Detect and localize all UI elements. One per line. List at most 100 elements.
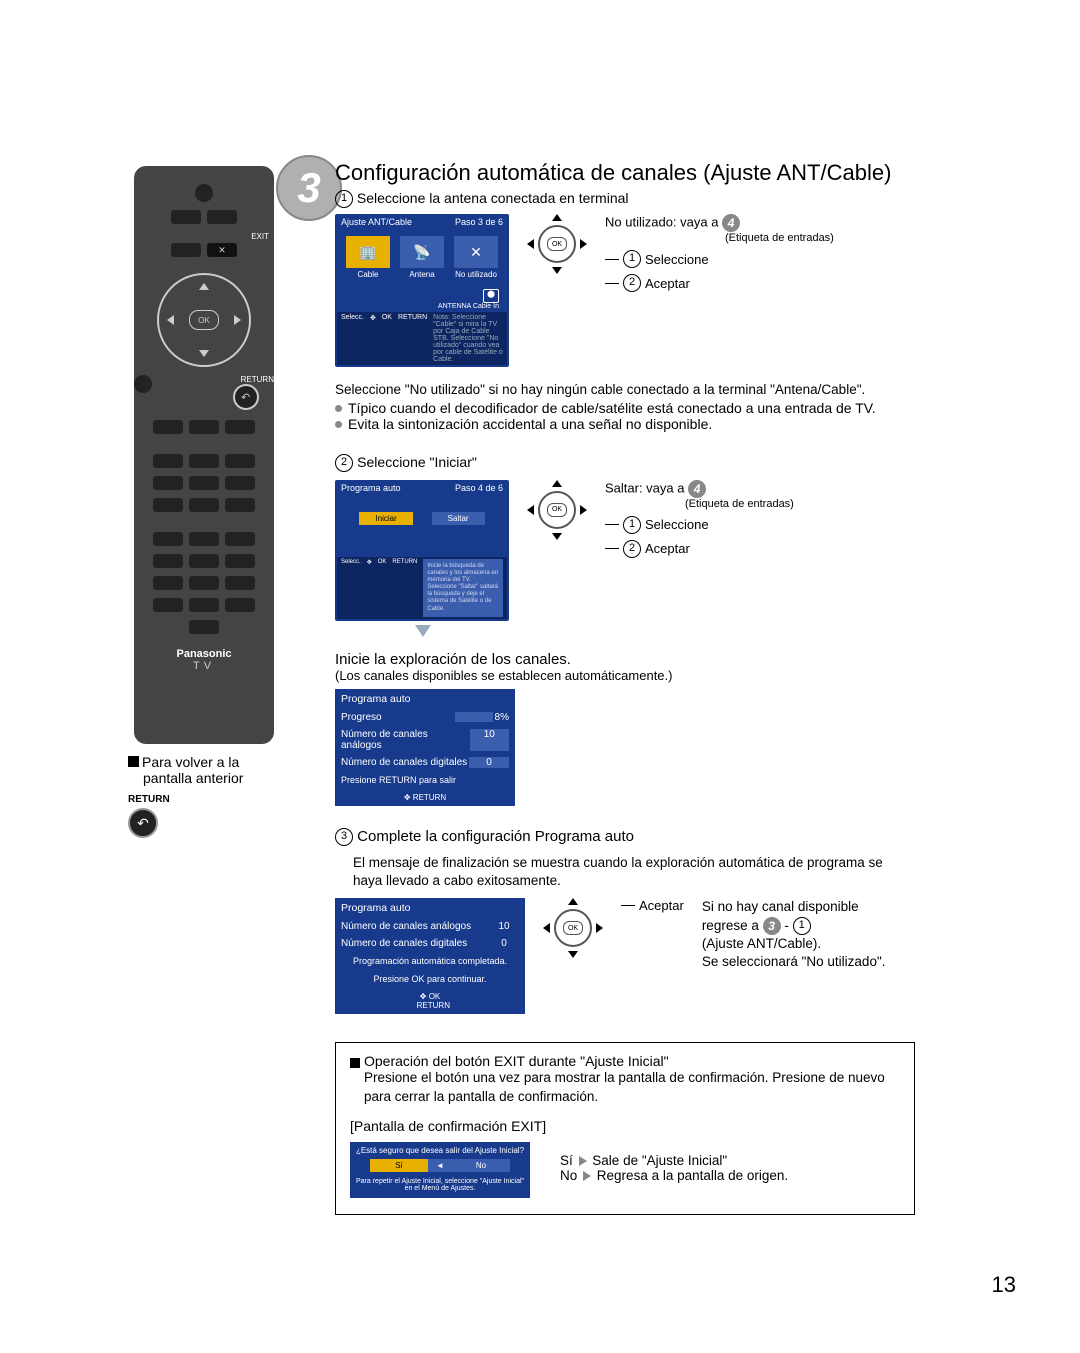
remote-btn [153, 498, 183, 512]
port-label: ANTENNA Cable In [438, 303, 499, 310]
aceptar-label: Aceptar [645, 276, 690, 291]
exit-conf-heading: [Pantalla de confirmación EXIT] [350, 1118, 900, 1134]
sub3-text: Complete la configuración Programa auto [357, 828, 634, 845]
saltar-label: Saltar: vaya a [605, 480, 685, 495]
dpad-up-icon [199, 283, 209, 290]
sub3-para: El mensaje de finalización se muestra cu… [353, 854, 895, 890]
remote-btn [153, 576, 183, 590]
remote-btn [225, 532, 255, 546]
panel1-hdr-r: Paso 3 de 6 [455, 217, 503, 227]
panel2-hdr-l: Programa auto [341, 483, 401, 493]
exit-si-text: Sale de "Ajuste Inicial" [592, 1153, 727, 1168]
remote-btn [153, 532, 183, 546]
exit-no-button[interactable]: No [452, 1159, 510, 1172]
remote-btn [189, 476, 219, 490]
exit-footnote: Para repetir el Ajuste Inicial, seleccio… [350, 1176, 530, 1194]
panel2-note: Inicie la búsqueda de canales y los alma… [423, 559, 503, 617]
remote-btn [225, 554, 255, 568]
exit-label: EXIT [129, 232, 279, 241]
remote-dpad[interactable]: OK [157, 273, 251, 367]
etiqueta: (Etiqueta de entradas) [725, 232, 834, 244]
foot-sel: Selecc. [341, 314, 364, 363]
remote-btn [189, 576, 219, 590]
iniciar-button[interactable]: Iniciar [359, 512, 412, 525]
main-content: Configuración automática de canales (Aju… [335, 160, 895, 1215]
sub1-text: Seleccione la antena conectada en termin… [357, 190, 629, 206]
exit-no-text: Regresa a la pantalla de origen. [597, 1168, 788, 1183]
dpad-right-icon [234, 315, 241, 325]
arrow-up-icon [552, 214, 562, 221]
badge-3: 3 [763, 917, 781, 935]
exit-heading: Operación del botón EXIT durante "Ajuste… [364, 1053, 669, 1069]
dpad-down-icon [199, 350, 209, 357]
ok-icon: OK [547, 237, 567, 251]
bullet1: Típico cuando el decodificador de cable/… [335, 400, 895, 416]
sub3-heading: 3 Complete la configuración Programa aut… [335, 828, 895, 846]
remote-btn [225, 576, 255, 590]
no-utilizado: No utilizado: vaya a [605, 215, 718, 230]
etiqueta2: (Etiqueta de entradas) [685, 498, 794, 510]
seleccione-label: Seleccione [645, 252, 709, 267]
badge-4: 4 [722, 214, 740, 232]
return-text: RETURN [128, 794, 278, 805]
foot-note: Nota: Seleccione "Cable" si mira la TV p… [433, 314, 503, 363]
arrow-left-icon: ◄ [428, 1159, 452, 1172]
return-note: Para volver a la pantalla anterior RETUR… [128, 754, 278, 838]
exit-box: Operación del botón EXIT durante "Ajuste… [335, 1042, 915, 1214]
arrow-right-icon [579, 1156, 587, 1166]
opt-antena[interactable]: 📡Antena [400, 236, 444, 279]
remote-btn [189, 620, 219, 634]
sub2-text: Seleccione "Iniciar" [357, 454, 477, 470]
remote-btn [189, 420, 219, 434]
para1: Seleccione "No utilizado" si no hay ning… [335, 381, 895, 399]
remote-btn [134, 375, 152, 393]
foot-ret: RETURN [398, 314, 427, 363]
no-channel-note: Si no hay canal disponible regrese a 3 -… [702, 898, 886, 971]
bullet-icon [335, 421, 342, 428]
remote-btn [153, 454, 183, 468]
remote-btn [189, 532, 219, 546]
panel2-hdr-r: Paso 4 de 6 [455, 483, 503, 493]
arrow-down-icon [552, 267, 562, 274]
tv-label: TV [193, 660, 215, 672]
opt-noutil[interactable]: ✕No utilizado [454, 236, 498, 279]
sub2-heading: 2 Seleccione "Iniciar" [335, 454, 895, 472]
remote-btn [153, 554, 183, 568]
foot-ok: OK [382, 314, 392, 363]
remote-btn [153, 420, 183, 434]
saltar-button[interactable]: Saltar [432, 512, 485, 525]
return-note-line1: Para volver a la [142, 754, 239, 770]
exit-q: ¿Está seguro que desea salir del Ajuste … [350, 1146, 530, 1155]
dpad-diagram: OK [527, 214, 587, 274]
page-number: 13 [992, 1272, 1016, 1298]
ant-cable-panel: Ajuste ANT/Cable Paso 3 de 6 🏢Cable 📡Ante… [335, 214, 509, 367]
explore-heading: Inicie la exploración de los canales. [335, 651, 895, 668]
sub1-heading: 1 Seleccione la antena conectada en term… [335, 190, 895, 208]
remote-btn [225, 420, 255, 434]
remote-btn [189, 554, 219, 568]
dpad-diagram: OK [543, 898, 603, 958]
exit-button[interactable]: ✕ [207, 243, 237, 257]
bullet2: Evita la sintonización accidental a una … [335, 416, 895, 432]
square-icon [128, 756, 139, 767]
remote-btn [189, 598, 219, 612]
remote-control: EXIT ✕ OK RETURN ↶ Panasonic TV [134, 166, 274, 744]
progress-table: Programa auto Progreso8% Número de canal… [335, 689, 515, 806]
remote-btn [153, 598, 183, 612]
complete-table: Programa auto Número de canales análogos… [335, 898, 525, 1014]
exit-para: Presione el botón una vez para mostrar l… [364, 1069, 900, 1105]
return-icon: ↶ [128, 808, 158, 838]
exit-yes-button[interactable]: Sí [370, 1159, 428, 1172]
aceptar-label2: Aceptar [639, 898, 684, 913]
return-button[interactable]: ↶ [233, 384, 259, 410]
panel1-hdr-l: Ajuste ANT/Cable [341, 217, 412, 227]
ok-button[interactable]: OK [189, 310, 219, 330]
iniciar-panel: Programa autoPaso 4 de 6 Iniciar Saltar … [335, 480, 509, 621]
bullet-icon [335, 405, 342, 412]
down-arrow-icon [415, 625, 431, 637]
remote-btn [225, 476, 255, 490]
opt-cable[interactable]: 🏢Cable [346, 236, 390, 279]
remote-btn [207, 210, 237, 224]
prog-hdr: Programa auto [335, 689, 515, 709]
circled-3: 3 [335, 828, 353, 846]
